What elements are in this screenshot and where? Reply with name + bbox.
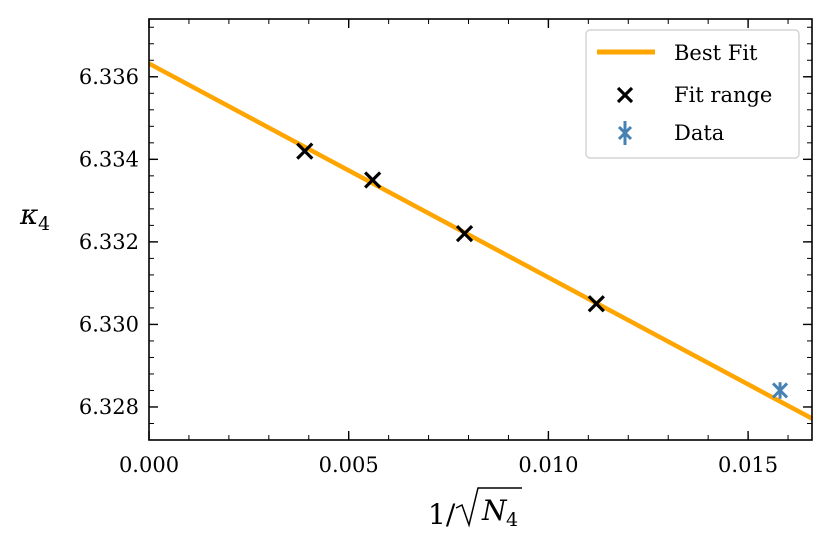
x-axis-label-prefix: 1/: [428, 498, 456, 531]
x-axis-label-sub: 4: [506, 509, 518, 531]
y-tick-label: 6.334: [79, 147, 139, 171]
best-fit-layer: [147, 61, 814, 421]
legend-best-fit-label: Best Fit: [674, 41, 758, 65]
fit-range-point: [364, 171, 382, 189]
y-tick-label: 6.328: [79, 395, 139, 419]
legend-fit-range-label: Fit range: [674, 83, 772, 107]
legend-fit-range-marker: [616, 86, 634, 104]
y-tick-label: 6.330: [79, 312, 139, 336]
x-tick-label: 0.000: [119, 453, 179, 477]
y-tick-label: 6.332: [79, 230, 139, 254]
legend-box: [585, 29, 800, 159]
x-axis-label: 1/ N 4: [428, 487, 522, 531]
fit-range-point: [296, 142, 314, 160]
x-tick-label: 0.015: [718, 453, 778, 477]
y-axis-label-var: κ: [19, 198, 38, 231]
y-axis-label-sub: 4: [38, 213, 50, 235]
plot-frame: [148, 18, 813, 441]
y-axis-label: κ 4: [19, 198, 50, 235]
legend: Best Fit Fit range Data: [585, 29, 800, 159]
legend-data-label: Data: [674, 121, 724, 145]
data-point: [771, 382, 789, 399]
x-axis-label-var: N: [481, 494, 508, 527]
y-tick-label: 6.336: [79, 65, 139, 89]
x-tick-label: 0.010: [518, 453, 578, 477]
sqrt-symbol: [455, 487, 522, 528]
best-fit-line: [147, 61, 814, 421]
fit-range-point: [587, 295, 605, 313]
axes-ticks: [148, 19, 812, 441]
legend-data-marker: [617, 121, 633, 145]
fit-range-point: [455, 224, 474, 243]
x-tick-label: 0.005: [319, 453, 379, 477]
tick-labels: 0.000 0.005 0.010 0.015 6.328 6.330 6.332 6.334…: [79, 65, 778, 477]
points-layer: [296, 142, 789, 399]
